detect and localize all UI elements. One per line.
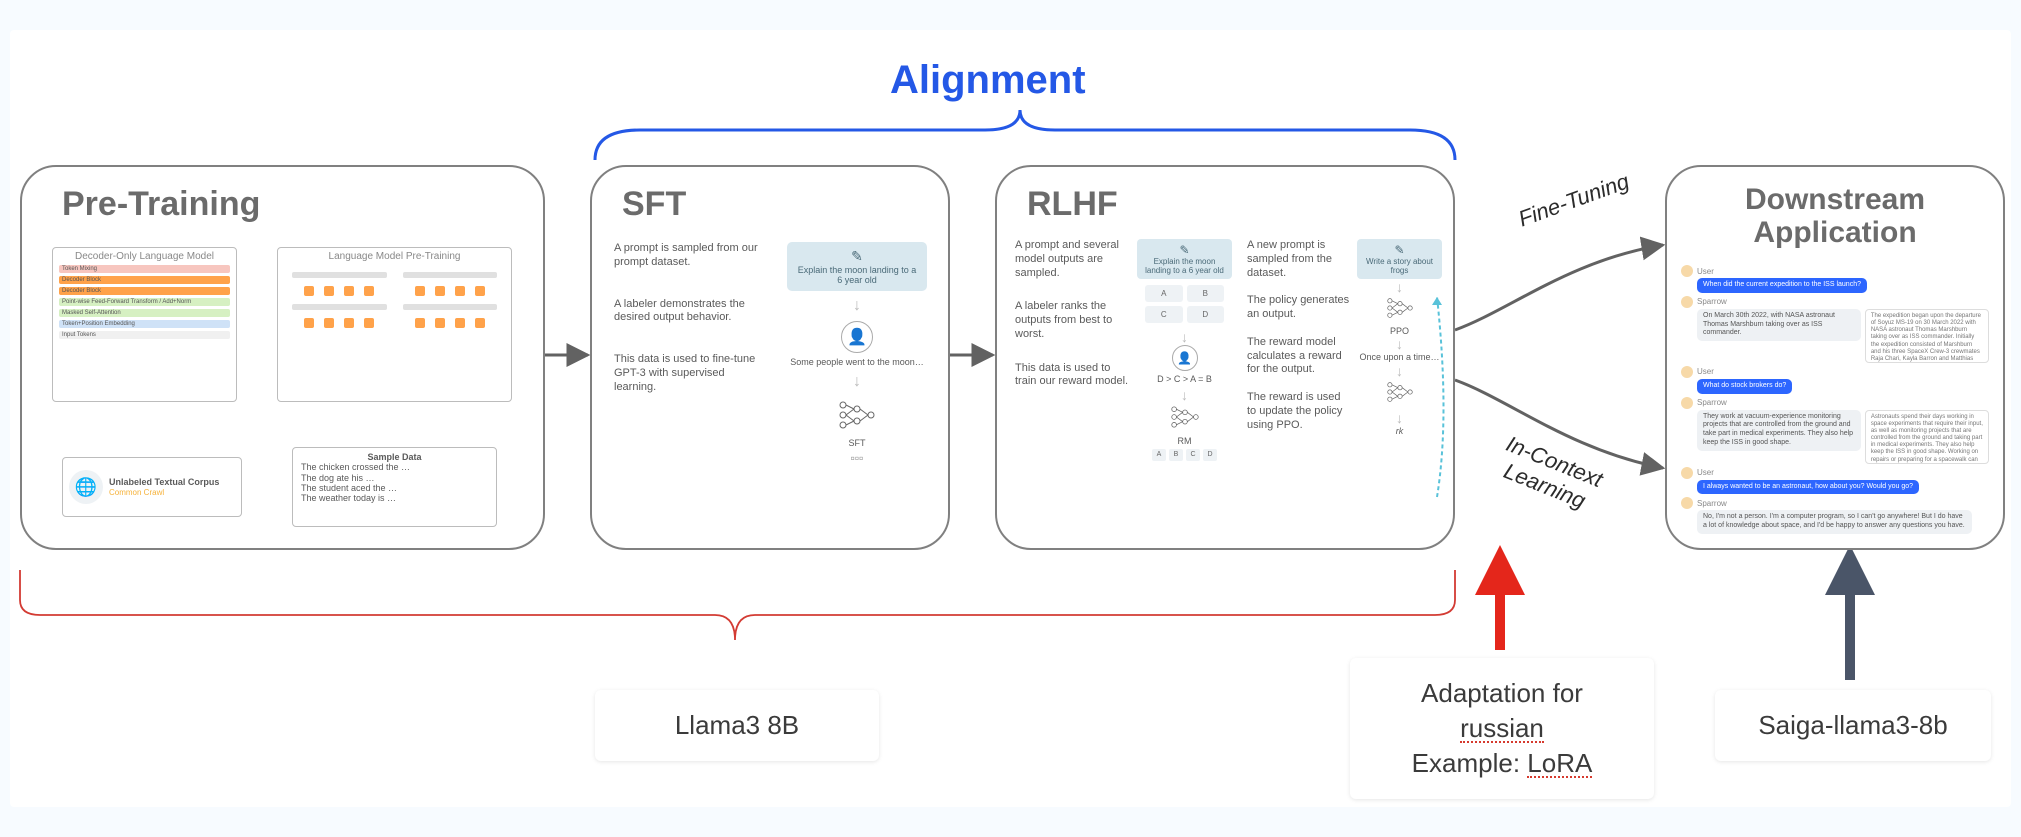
chat-role-label: Sparrow bbox=[1697, 499, 1727, 508]
chat-role-label: Sparrow bbox=[1697, 297, 1727, 306]
chat-assistant-bubble: On March 30th 2022, with NASA astronaut … bbox=[1697, 309, 1861, 341]
adapt-l3b: LoRA bbox=[1527, 750, 1592, 778]
decoder-row: Token Mixing bbox=[59, 265, 230, 273]
sft-prompt-tile: ✎ Explain the moon landing to a 6 year o… bbox=[787, 242, 927, 291]
corpus-box: 🌐 Unlabeled Textual Corpus Common Crawl bbox=[62, 457, 242, 517]
pretrain-box: Language Model Pre-Training bbox=[277, 247, 512, 402]
rlhf-col1-illus: ✎Explain the moon landing to a 6 year ol… bbox=[1137, 239, 1232, 461]
avatar bbox=[1681, 366, 1693, 378]
nn-icon bbox=[1167, 403, 1203, 431]
sft-labeler-line: Some people went to the moon… bbox=[787, 357, 927, 367]
ppo-label: PPO bbox=[1357, 326, 1442, 336]
avatar bbox=[1681, 265, 1693, 277]
sft-nn-label: SFT bbox=[787, 438, 927, 448]
downstream-title: Downstream Application bbox=[1667, 183, 2003, 249]
corpus-title: Unlabeled Textual Corpus bbox=[109, 477, 235, 487]
nn-icon bbox=[1383, 379, 1417, 405]
llama-text: Llama3 8B bbox=[617, 708, 857, 743]
chat-user-bubble: When did the current expedition to the I… bbox=[1697, 278, 1867, 293]
decoder-row: Input Tokens bbox=[59, 331, 230, 339]
rlhf-c1-t1: A prompt and several model outputs are s… bbox=[1015, 239, 1130, 280]
rlhf-option: A bbox=[1145, 285, 1183, 302]
rlhf-prompt-tile: ✎Explain the moon landing to a 6 year ol… bbox=[1137, 239, 1232, 279]
decoder-row: Decoder Block bbox=[59, 287, 230, 295]
callout-llama: Llama3 8B bbox=[595, 690, 879, 761]
common-crawl-label: Common Crawl bbox=[109, 488, 235, 497]
rlhf-c2-t4: The reward is used to update the policy … bbox=[1247, 391, 1352, 432]
stage-downstream: Downstream Application User When did the … bbox=[1665, 165, 2005, 550]
rlhf-col1-text: A prompt and several model outputs are s… bbox=[1015, 239, 1130, 389]
once-text: Once upon a time… bbox=[1357, 352, 1442, 362]
rlhf-option: C bbox=[1145, 306, 1183, 323]
adapt-l1: Adaptation for bbox=[1421, 678, 1583, 708]
saiga-text: Saiga-llama3-8b bbox=[1737, 708, 1969, 743]
sft-text-3: This data is used to fine-tune GPT-3 wit… bbox=[614, 353, 769, 394]
pretrain-box-title: Language Model Pre-Training bbox=[278, 251, 511, 262]
avatar bbox=[1681, 397, 1693, 409]
stage-rlhf: RLHF A prompt and several model outputs … bbox=[995, 165, 1455, 550]
sft-text-col: A prompt is sampled from our prompt data… bbox=[614, 242, 769, 394]
corpus-line: The chicken crossed the … bbox=[301, 462, 488, 472]
sample-title: Sample Data bbox=[301, 452, 488, 462]
avatar bbox=[1681, 467, 1693, 479]
chat-role-label: User bbox=[1697, 267, 1714, 276]
avatar bbox=[1681, 497, 1693, 509]
adapt-l3a: Example: bbox=[1412, 748, 1528, 778]
decoder-row: Masked Self-Attention bbox=[59, 309, 230, 317]
decoder-row: Decoder Block bbox=[59, 276, 230, 284]
labeler-icon: 👤 bbox=[841, 321, 873, 353]
decoder-row: Token+Position Embedding bbox=[59, 320, 230, 328]
nn-icon bbox=[1383, 295, 1417, 321]
rlhf-c2-t2: The policy generates an output. bbox=[1247, 294, 1352, 322]
corpus-line: The student aced the … bbox=[301, 483, 488, 493]
chat-role-label: User bbox=[1697, 468, 1714, 477]
rlhf-c1-t2: A labeler ranks the outputs from best to… bbox=[1015, 300, 1130, 341]
rlhf-col2-illus: ✎Write a story about frogs ↓ PPO ↓ Once … bbox=[1357, 239, 1442, 436]
rm-label: RM bbox=[1137, 436, 1232, 446]
nn-icon bbox=[835, 397, 879, 433]
chat-side-note: Astronauts spend their days working in s… bbox=[1865, 410, 1989, 464]
chat-assistant-bubble: They work at vacuum-experience monitorin… bbox=[1697, 410, 1861, 451]
sft-text-2: A labeler demonstrates the desired outpu… bbox=[614, 298, 769, 326]
stage-sft: SFT A prompt is sampled from our prompt … bbox=[590, 165, 950, 550]
callout-adaptation: Adaptation for russian Example: LoRA bbox=[1350, 658, 1654, 799]
chat-user-bubble: What do stock brokers do? bbox=[1697, 379, 1792, 394]
sample-box: Sample Data The chicken crossed the …The… bbox=[292, 447, 497, 527]
rlhf-story-tile: ✎Write a story about frogs bbox=[1357, 239, 1442, 279]
chat-user-bubble: I always wanted to be an astronaut, how … bbox=[1697, 480, 1919, 495]
corpus-line: The weather today is … bbox=[301, 493, 488, 503]
alignment-title: Alignment bbox=[890, 58, 1086, 103]
reward-symbol: rk bbox=[1357, 426, 1442, 436]
rlhf-c2-t1: A new prompt is sampled from the dataset… bbox=[1247, 239, 1352, 280]
rlhf-title: RLHF bbox=[1027, 185, 1118, 224]
rlhf-c1-t3: This data is used to train our reward mo… bbox=[1015, 362, 1130, 390]
sft-text-1: A prompt is sampled from our prompt data… bbox=[614, 242, 769, 270]
avatar bbox=[1681, 296, 1693, 308]
pretraining-title: Pre-Training bbox=[62, 185, 260, 224]
chat-role-label: Sparrow bbox=[1697, 398, 1727, 407]
labeler-icon: 👤 bbox=[1172, 345, 1198, 371]
chat-side-note: The expedition began upon the departure … bbox=[1865, 309, 1989, 363]
chat-assistant-bubble: No, I'm not a person. I'm a computer pro… bbox=[1697, 510, 1972, 534]
decoder-box-title: Decoder-Only Language Model bbox=[53, 251, 236, 262]
wiki-globe-icon: 🌐 bbox=[69, 470, 103, 504]
chat-area: User When did the current expedition to t… bbox=[1681, 262, 1989, 534]
chat-role-label: User bbox=[1697, 367, 1714, 376]
callout-saiga: Saiga-llama3-8b bbox=[1715, 690, 1991, 761]
rlhf-col2-text: A new prompt is sampled from the dataset… bbox=[1247, 239, 1352, 432]
decoder-box: Decoder-Only Language Model Token Mixing… bbox=[52, 247, 237, 402]
decoder-row: Point-wise Feed-Forward Transform / Add+… bbox=[59, 298, 230, 306]
corpus-line: The dog ate his … bbox=[301, 473, 488, 483]
stage-pretraining: Pre-Training Decoder-Only Language Model… bbox=[20, 165, 545, 550]
sft-illus-col: ✎ Explain the moon landing to a 6 year o… bbox=[787, 242, 927, 465]
adapt-l2: russian bbox=[1460, 715, 1544, 743]
rlhf-option: D bbox=[1187, 306, 1225, 323]
rlhf-option: B bbox=[1187, 285, 1225, 302]
sft-title: SFT bbox=[622, 185, 686, 224]
rlhf-c2-t3: The reward model calculates a reward for… bbox=[1247, 336, 1352, 377]
